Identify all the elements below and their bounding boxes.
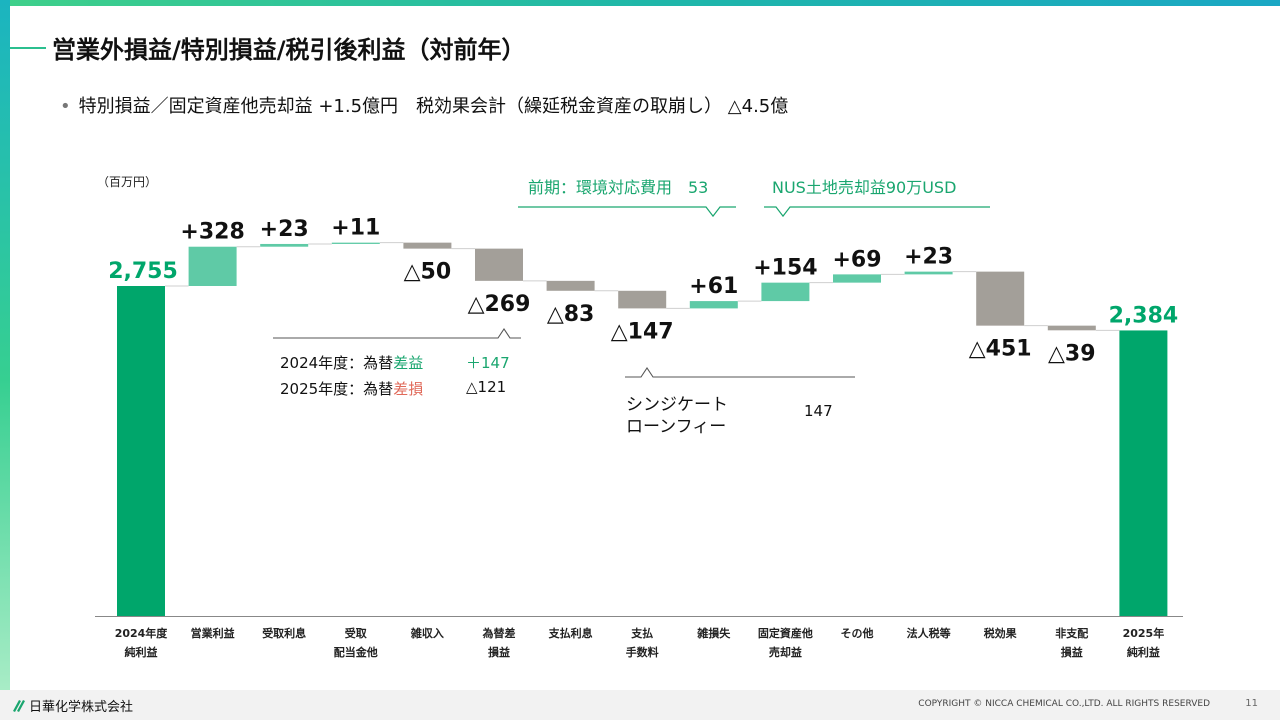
category-label-15-2: 純利益 <box>1127 645 1160 659</box>
value-label-9: +61 <box>689 274 738 299</box>
category-label-2-1: 営業利益 <box>191 626 235 640</box>
value-label-7: △83 <box>547 302 595 327</box>
bar-15 <box>1119 330 1168 616</box>
category-label-13-1: 税効果 <box>984 626 1017 640</box>
annotation-fx-2024: 2024年度：為替差益 <box>280 352 423 373</box>
bar-11 <box>833 274 881 283</box>
category-label-10-1: 固定資産他 <box>758 626 813 640</box>
bar-13 <box>976 271 1025 326</box>
company-logo: 日華化学株式会社 <box>10 696 133 715</box>
annotation-syndicate-1: シンジケート <box>626 395 728 415</box>
fx-2024-prefix: 2024年度：為替 <box>280 354 394 372</box>
category-label-14-2: 損益 <box>1061 645 1083 659</box>
category-label-4-1: 受取 <box>345 626 367 640</box>
category-label-6-1: 為替差 <box>483 626 516 640</box>
value-label-12: +23 <box>904 245 953 270</box>
annotation-nus: NUS土地売却益90万USD <box>772 178 957 197</box>
summary-text: 特別損益／固定資産他売却益 +1.5億円 税効果会計（繰延税金資産の取崩し） △… <box>78 96 789 117</box>
value-label-8: △147 <box>611 319 674 344</box>
bar-2 <box>188 246 237 286</box>
callout-syndicate <box>625 367 855 378</box>
bar-9 <box>689 301 738 309</box>
bar-4 <box>331 242 380 244</box>
category-label-1-2: 純利益 <box>125 645 158 659</box>
annotation-kankyo: 前期：環境対応費用 53 <box>528 178 709 197</box>
category-label-8-1: 支払 <box>630 626 653 640</box>
category-label-6-2: 損益 <box>488 645 510 659</box>
annotation-syndicate-2: ローンフィー <box>626 417 727 437</box>
company-name: 日華化学株式会社 <box>29 700 134 715</box>
waterfall-chart: （百万円）2,7552024年度純利益+328営業利益+23受取利息+11受取配… <box>95 175 1183 659</box>
footer-bar <box>0 690 1280 720</box>
value-label-10: +154 <box>753 256 817 281</box>
top-accent-bar <box>0 0 1280 6</box>
callout-nus <box>764 206 990 218</box>
summary-bullet: • 特別損益／固定資産他売却益 +1.5億円 税効果会計（繰延税金資産の取崩し） … <box>60 92 788 118</box>
bar-8 <box>618 290 667 309</box>
category-label-10-2: 売却益 <box>769 645 802 659</box>
annotation-fx-2025-value: △121 <box>466 378 507 396</box>
category-label-1-1: 2024年度 <box>115 626 169 640</box>
fx-2024-word: 差益 <box>393 354 424 372</box>
page-number: 11 <box>1245 698 1258 709</box>
bullet-dot-icon: • <box>60 96 71 117</box>
category-label-12-1: 法人税等 <box>907 626 951 640</box>
value-label-5: △50 <box>404 260 452 285</box>
title-accent-line <box>10 47 46 49</box>
fx-2025-prefix: 2025年度：為替 <box>280 380 394 398</box>
category-label-7-1: 支払利息 <box>548 626 593 640</box>
category-label-8-2: 手数料 <box>626 645 659 659</box>
bar-3 <box>260 243 309 247</box>
category-label-4-2: 配当金他 <box>334 645 378 659</box>
company-mark-icon <box>13 699 25 712</box>
bar-5 <box>403 242 452 249</box>
value-label-4: +11 <box>331 216 380 241</box>
bar-14 <box>1047 325 1096 331</box>
bar-10 <box>761 282 810 302</box>
category-label-9-1: 雑損失 <box>696 626 731 640</box>
value-label-1: 2,755 <box>108 259 178 284</box>
annotation-syndicate-value: 147 <box>804 402 833 420</box>
value-label-13: △451 <box>969 337 1032 362</box>
callout-kankyo <box>518 206 736 218</box>
bar-12 <box>904 271 953 275</box>
value-label-14: △39 <box>1048 341 1096 366</box>
category-label-14-1: 非支配 <box>1055 626 1088 640</box>
category-label-15-1: 2025年 <box>1123 626 1165 640</box>
copyright-text: COPYRIGHT © NICCA CHEMICAL CO.,LTD. ALL … <box>918 699 1210 709</box>
annotation-fx-2025: 2025年度：為替差損 <box>280 378 423 399</box>
bar-1 <box>117 286 165 616</box>
callout-fx <box>273 328 521 339</box>
value-label-3: +23 <box>260 217 309 242</box>
annotation-fx-2024-value: ＋147 <box>466 354 510 372</box>
value-label-6: △269 <box>468 292 531 317</box>
page-title: 営業外損益/特別損益/税引後利益（対前年） <box>52 36 526 64</box>
unit-label: （百万円） <box>97 175 157 189</box>
bar-6 <box>475 248 523 281</box>
value-label-2: +328 <box>180 220 244 245</box>
value-label-15: 2,384 <box>1109 303 1179 328</box>
category-label-3-1: 受取利息 <box>262 626 306 640</box>
bar-7 <box>546 280 595 291</box>
category-label-11-1: その他 <box>841 626 874 640</box>
value-label-11: +69 <box>832 247 881 272</box>
left-accent-bar <box>0 0 10 690</box>
category-label-5-1: 雑収入 <box>410 626 444 640</box>
fx-2025-word: 差損 <box>393 380 424 398</box>
